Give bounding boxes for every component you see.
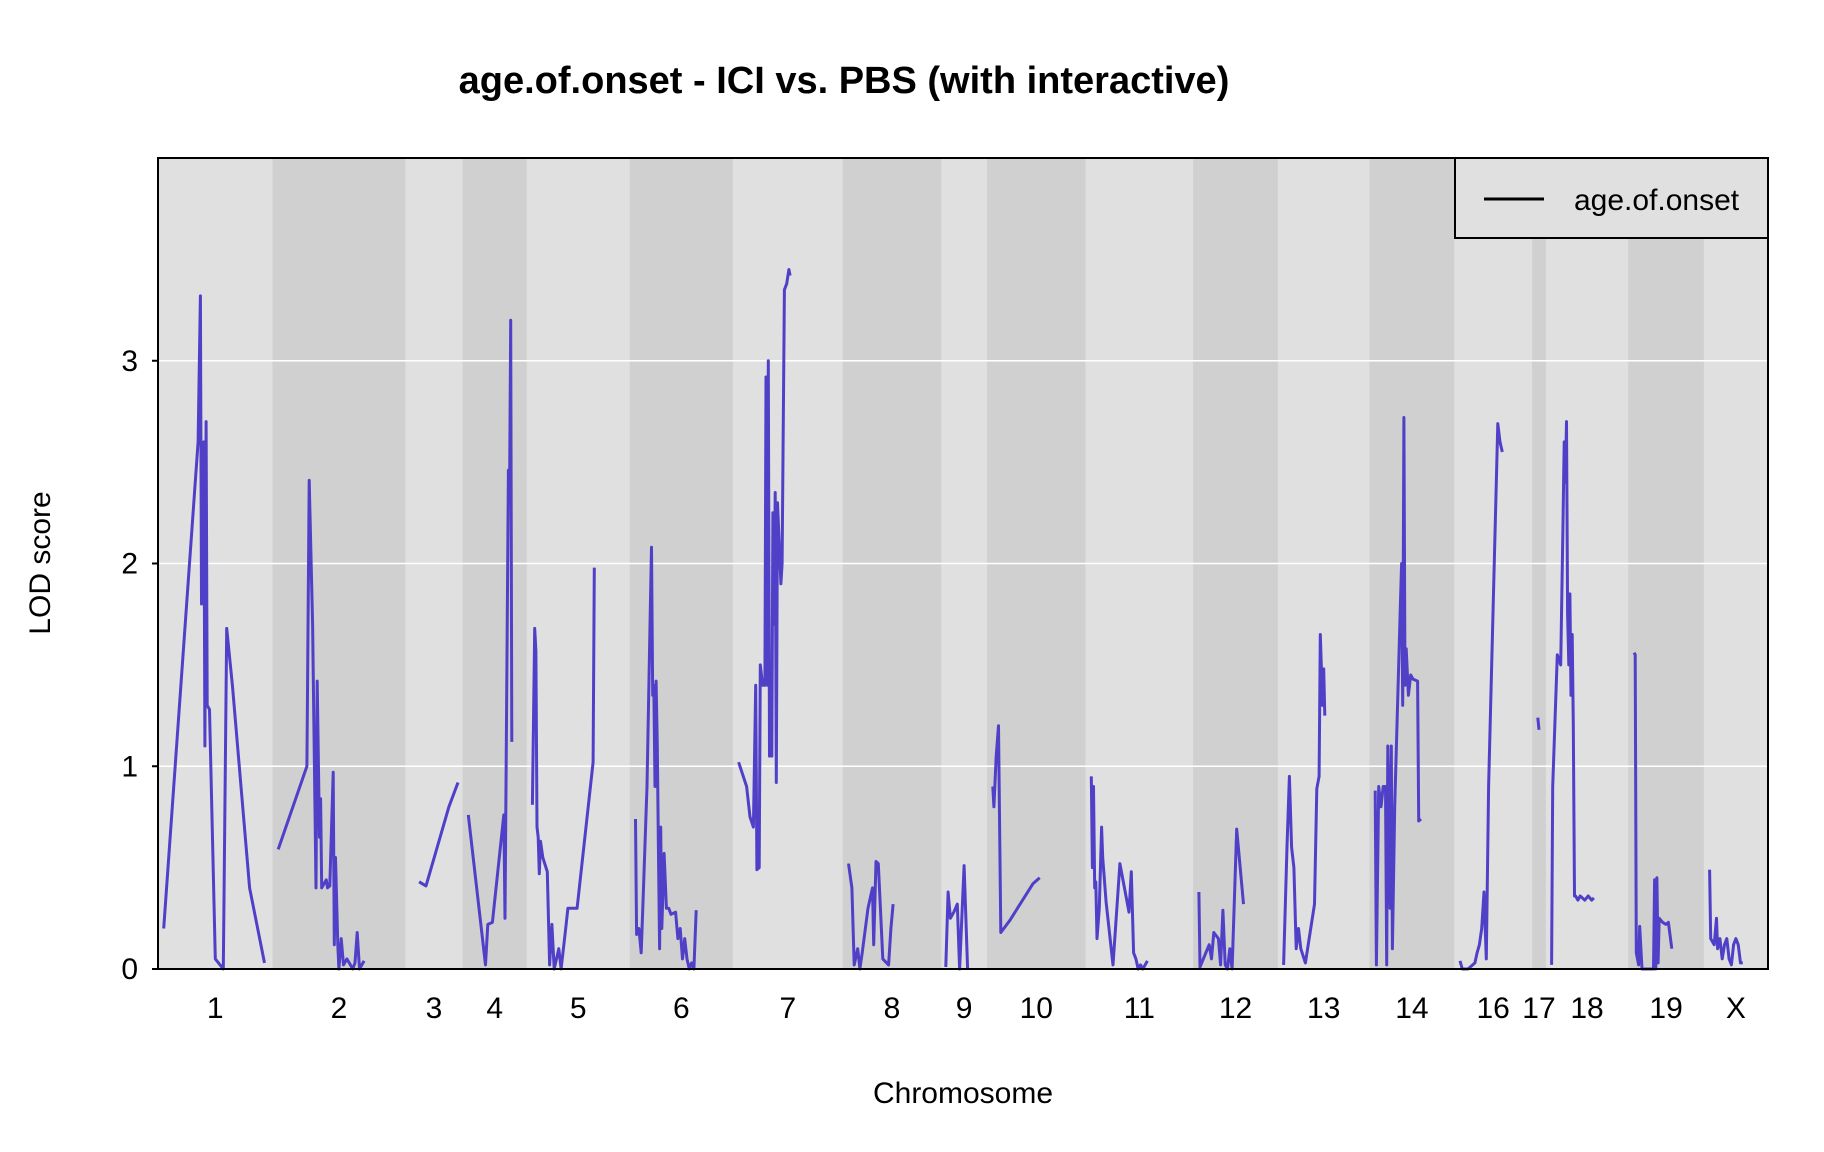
- x-tick-label: 10: [1020, 992, 1053, 1025]
- x-tick-label: X: [1726, 992, 1746, 1025]
- x-tick-label: 6: [673, 992, 690, 1025]
- y-axis-title: LOD score: [24, 491, 57, 634]
- x-tick-label: 19: [1649, 992, 1682, 1025]
- lod-line-chr-7: [737, 268, 792, 872]
- lod-line-chr-17: [1536, 717, 1541, 730]
- x-tick-label: 18: [1570, 992, 1603, 1025]
- x-tick-label: 11: [1124, 992, 1155, 1025]
- x-tick-label: 12: [1219, 992, 1252, 1025]
- x-tick-label: 7: [779, 992, 796, 1025]
- y-tick-label: 3: [121, 345, 138, 378]
- x-tick-label: 4: [486, 992, 503, 1025]
- x-axis-title: Chromosome: [873, 1077, 1053, 1110]
- x-tick-label: 9: [956, 992, 973, 1025]
- lod-line-chr-14: [1373, 416, 1422, 967]
- lod-curve: [162, 268, 1743, 971]
- y-axis-ticks: 0 1 2 3: [121, 345, 158, 986]
- x-tick-label: 3: [426, 992, 443, 1025]
- lod-line-chr-19: [1632, 651, 1674, 971]
- x-tick-label: 8: [884, 992, 901, 1025]
- lod-line-chr-9: [944, 864, 970, 971]
- x-tick-label: 2: [331, 992, 348, 1025]
- lod-line-chr-6: [634, 545, 698, 971]
- lod-line-chr-16: [1458, 422, 1504, 971]
- lod-line-chr-3: [418, 781, 460, 888]
- x-tick-label: 17: [1522, 992, 1555, 1025]
- y-gridlines: [158, 360, 1768, 767]
- x-tick-label: 16: [1476, 992, 1509, 1025]
- lod-line-chr-10: [991, 724, 1041, 934]
- lod-line-chr-8: [847, 860, 895, 971]
- x-tick-label: 1: [207, 992, 224, 1025]
- lod-line-chr-1: [162, 294, 266, 971]
- chart-title: age.of.onset - ICI vs. PBS (with interac…: [459, 60, 1230, 102]
- lod-line-chr-18: [1550, 420, 1595, 965]
- legend-label: age.of.onset: [1574, 184, 1740, 217]
- lod-line-chr-2: [276, 478, 366, 971]
- lod-line-chr-12: [1197, 827, 1245, 971]
- x-tick-label: 5: [570, 992, 587, 1025]
- lod-line-chr-4: [466, 318, 514, 967]
- legend: age.of.onset: [1454, 157, 1769, 239]
- lod-line-chr-5: [530, 567, 596, 971]
- x-tick-label: 14: [1395, 992, 1428, 1025]
- x-tick-label: 13: [1307, 992, 1340, 1025]
- y-tick-label: 0: [121, 953, 138, 986]
- lod-line-chr-X: [1708, 869, 1743, 967]
- y-tick-label: 1: [121, 750, 138, 783]
- lod-line-chr-13: [1282, 633, 1327, 965]
- y-tick-label: 2: [121, 548, 138, 581]
- lod-line-chr-11: [1089, 776, 1149, 971]
- x-axis-labels: 1 2 3 4 5 6 7 8 9 10 11 12 13 14 16 17 18 19 X: [207, 992, 1746, 1025]
